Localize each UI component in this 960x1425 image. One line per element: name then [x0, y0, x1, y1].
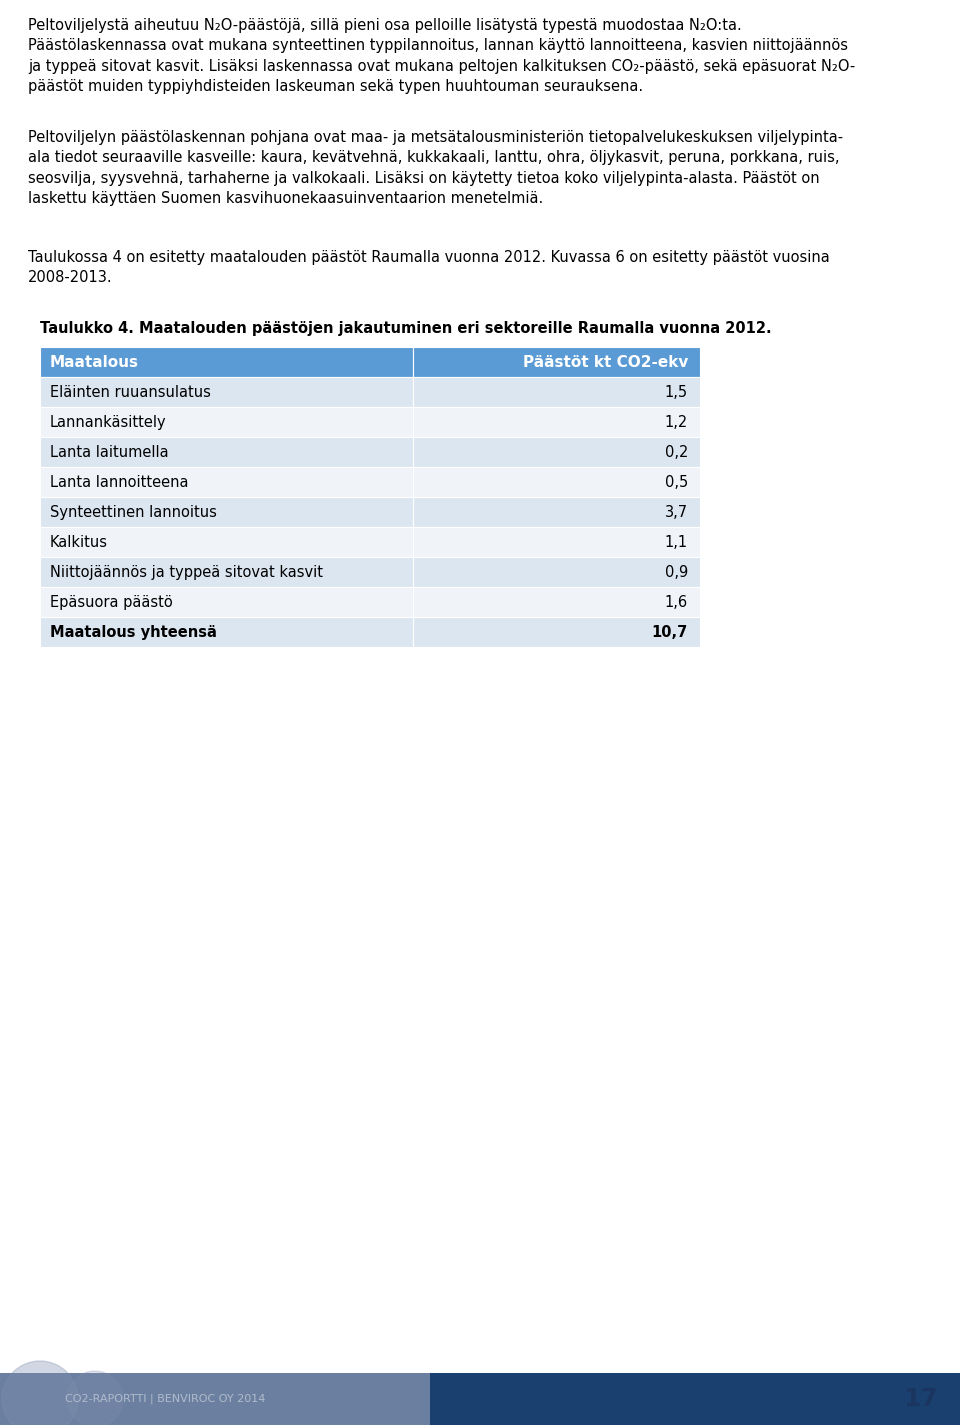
Bar: [40, 557, 413, 587]
Text: Synteettinen lannoitus: Synteettinen lannoitus: [50, 504, 217, 520]
Bar: [413, 557, 700, 587]
Bar: [413, 348, 700, 378]
Bar: [40, 467, 413, 497]
Bar: [40, 348, 413, 378]
Bar: [40, 527, 413, 557]
Circle shape: [2, 1361, 78, 1425]
Text: CO2-RAPORTTI | BENVIROC OY 2014: CO2-RAPORTTI | BENVIROC OY 2014: [65, 1394, 265, 1404]
Text: Taulukko 4. Maatalouden päästöjen jakautuminen eri sektoreille Raumalla vuonna 2: Taulukko 4. Maatalouden päästöjen jakaut…: [40, 321, 772, 336]
Text: Kalkitus: Kalkitus: [50, 534, 108, 550]
Text: Niittojäännös ja typpeä sitovat kasvit: Niittojäännös ja typpeä sitovat kasvit: [50, 564, 323, 580]
Text: Epäsuora päästö: Epäsuora päästö: [50, 594, 173, 610]
Text: Taulukossa 4 on esitetty maatalouden päästöt Raumalla vuonna 2012. Kuvassa 6 on : Taulukossa 4 on esitetty maatalouden pää…: [28, 249, 829, 285]
Bar: [40, 437, 413, 467]
Bar: [40, 587, 413, 617]
Bar: [40, 408, 413, 437]
Bar: [413, 617, 700, 647]
Text: Lanta laitumella: Lanta laitumella: [50, 445, 169, 459]
Circle shape: [67, 1371, 123, 1425]
Bar: [413, 497, 700, 527]
Text: Päästöt kt CO2-ekv: Päästöt kt CO2-ekv: [522, 355, 688, 369]
Bar: [40, 497, 413, 527]
Text: 1,2: 1,2: [664, 415, 688, 429]
Bar: [413, 527, 700, 557]
Text: 17: 17: [903, 1387, 938, 1411]
Text: Maatalous: Maatalous: [50, 355, 139, 369]
Text: 0,2: 0,2: [664, 445, 688, 459]
Text: 1,5: 1,5: [665, 385, 688, 399]
Bar: [413, 437, 700, 467]
Bar: [0, 1374, 430, 1425]
Text: Peltoviljelyn päästölaskennan pohjana ovat maa- ja metsätalousministeriön tietop: Peltoviljelyn päästölaskennan pohjana ov…: [28, 130, 843, 207]
Bar: [413, 587, 700, 617]
Text: 10,7: 10,7: [652, 624, 688, 640]
Text: Maatalous yhteensä: Maatalous yhteensä: [50, 624, 217, 640]
Text: 3,7: 3,7: [665, 504, 688, 520]
Text: 0,5: 0,5: [664, 475, 688, 490]
Text: Peltoviljelystä aiheutuu N₂O-päästöjä, sillä pieni osa pelloille lisätystä types: Peltoviljelystä aiheutuu N₂O-päästöjä, s…: [28, 19, 855, 94]
Bar: [430, 1374, 960, 1425]
Bar: [40, 617, 413, 647]
Text: Lanta lannoitteena: Lanta lannoitteena: [50, 475, 188, 490]
Text: Eläinten ruuansulatus: Eläinten ruuansulatus: [50, 385, 211, 399]
Text: 0,9: 0,9: [664, 564, 688, 580]
Text: 1,6: 1,6: [665, 594, 688, 610]
Bar: [413, 378, 700, 408]
Text: 1,1: 1,1: [665, 534, 688, 550]
Bar: [40, 378, 413, 408]
Bar: [413, 467, 700, 497]
Text: Lannankäsittely: Lannankäsittely: [50, 415, 167, 429]
Bar: [413, 408, 700, 437]
